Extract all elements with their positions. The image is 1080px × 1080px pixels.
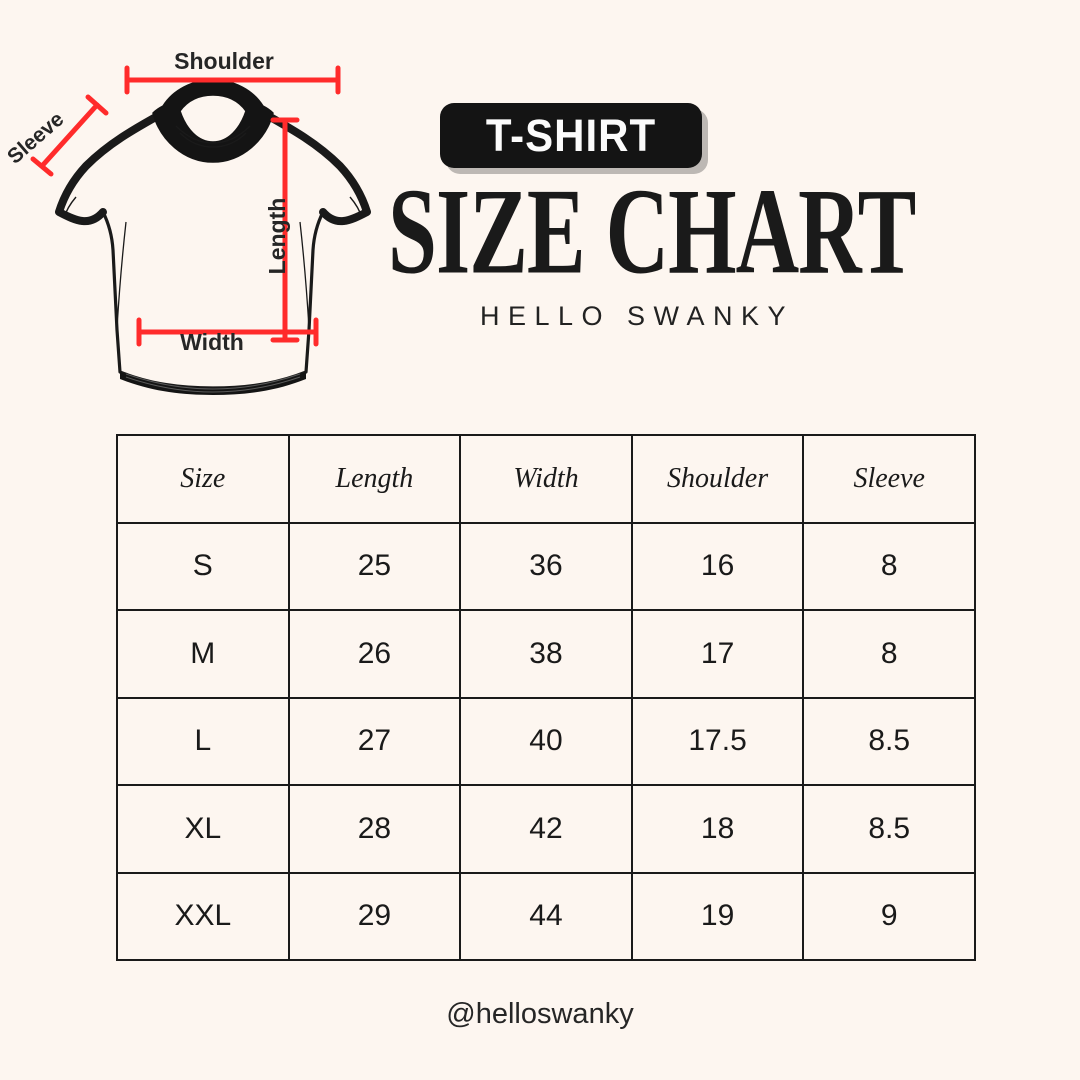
svg-text:Width: Width: [180, 329, 244, 355]
svg-text:Length: Length: [264, 198, 290, 275]
svg-text:Shoulder: Shoulder: [174, 48, 274, 74]
